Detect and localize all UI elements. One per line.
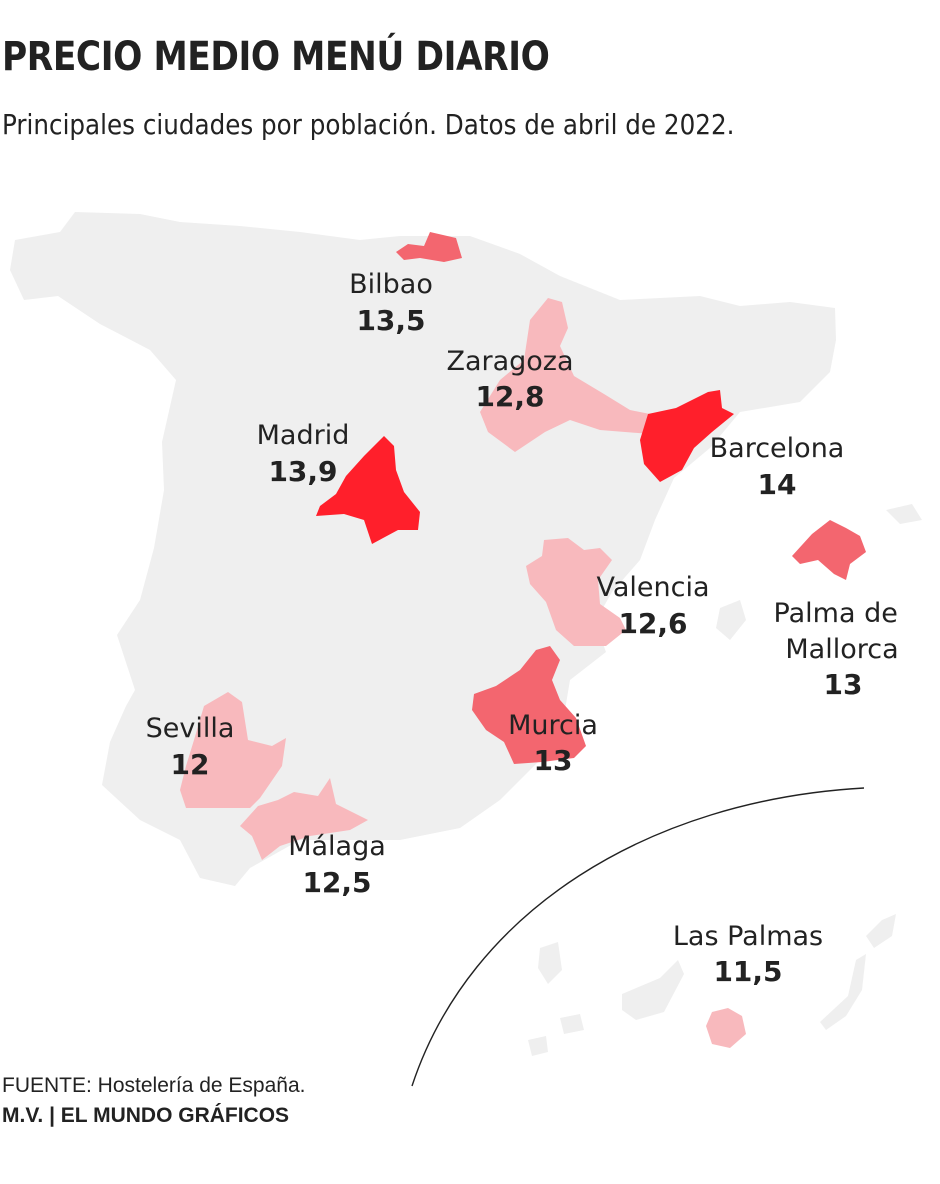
city-value: 13,9 bbox=[268, 455, 337, 488]
city-name: Valencia bbox=[596, 572, 709, 603]
city-value: 13 bbox=[824, 668, 863, 701]
province-murcia[interactable] bbox=[472, 646, 586, 764]
city-name: Sevilla bbox=[146, 713, 235, 744]
credit-line: M.V. | EL MUNDO GRÁFICOS bbox=[2, 1104, 290, 1127]
city-name: Palma de Mallorca bbox=[774, 598, 907, 665]
city-name-line-1: Palma de bbox=[774, 598, 898, 629]
page-subtitle: Principales ciudades por población. Dato… bbox=[2, 108, 735, 141]
city-value: 12,5 bbox=[302, 866, 371, 899]
province-malaga[interactable] bbox=[240, 778, 368, 860]
province-zaragoza[interactable] bbox=[480, 298, 650, 452]
label-palma-de-mallorca: Palma de Mallorca 13 bbox=[774, 598, 907, 701]
city-name: Barcelona bbox=[710, 433, 845, 464]
city-value: 13 bbox=[534, 744, 573, 777]
label-barcelona: Barcelona 14 bbox=[710, 433, 845, 501]
city-value: 12 bbox=[171, 748, 210, 781]
label-valencia: Valencia 12,6 bbox=[596, 572, 709, 640]
label-murcia: Murcia 13 bbox=[508, 710, 598, 777]
city-name: Madrid bbox=[257, 420, 350, 451]
city-value: 11,5 bbox=[713, 955, 782, 988]
city-value: 14 bbox=[758, 468, 797, 501]
label-madrid: Madrid 13,9 bbox=[257, 420, 350, 488]
ibiza-land bbox=[716, 600, 746, 640]
city-name: Zaragoza bbox=[446, 346, 573, 377]
canary-inset-divider bbox=[411, 787, 865, 1087]
source-note: FUENTE: Hostelería de España. bbox=[2, 1074, 306, 1097]
city-name: Las Palmas bbox=[673, 921, 823, 952]
province-las-palmas[interactable] bbox=[706, 1008, 746, 1048]
canary-lanzarote bbox=[866, 914, 896, 948]
canary-hierro bbox=[528, 1036, 548, 1056]
canary-gomera bbox=[560, 1014, 584, 1034]
page-title: PRECIO MEDIO MENÚ DIARIO bbox=[2, 34, 550, 80]
province-sevilla[interactable] bbox=[180, 692, 286, 808]
label-zaragoza: Zaragoza 12,8 bbox=[446, 346, 573, 413]
canary-la-palma bbox=[538, 942, 562, 984]
city-value: 13,5 bbox=[356, 304, 425, 337]
province-bilbao[interactable] bbox=[396, 232, 462, 262]
label-malaga: Málaga 12,5 bbox=[288, 831, 386, 899]
label-bilbao: Bilbao 13,5 bbox=[349, 269, 433, 337]
province-barcelona[interactable] bbox=[640, 390, 734, 482]
city-name: Murcia bbox=[508, 710, 598, 741]
city-name-line-2: Mallorca bbox=[785, 634, 898, 665]
menorca-land bbox=[886, 504, 922, 524]
canary-fuerteventura bbox=[820, 954, 866, 1030]
province-valencia[interactable] bbox=[526, 538, 626, 646]
province-palma-de-mallorca[interactable] bbox=[792, 520, 866, 580]
label-las-palmas: Las Palmas 11,5 bbox=[673, 921, 823, 988]
province-madrid[interactable] bbox=[316, 436, 420, 544]
city-value: 12,8 bbox=[475, 380, 544, 413]
canary-tenerife bbox=[622, 960, 684, 1020]
label-sevilla: Sevilla 12 bbox=[146, 713, 235, 781]
city-value: 12,6 bbox=[618, 607, 687, 640]
city-name: Bilbao bbox=[349, 269, 433, 300]
city-name: Málaga bbox=[288, 831, 386, 862]
